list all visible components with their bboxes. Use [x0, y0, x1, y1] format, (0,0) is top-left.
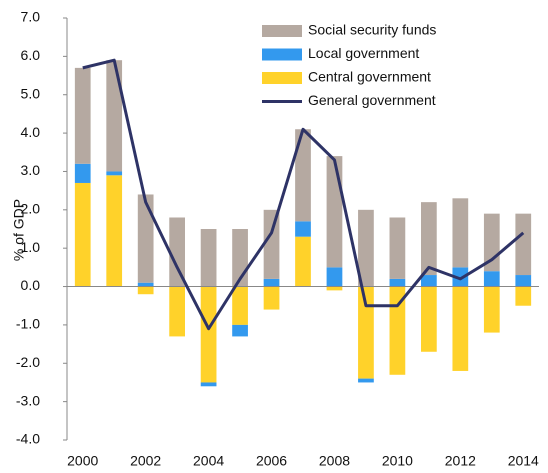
bar	[106, 175, 123, 287]
bar	[200, 229, 217, 287]
bar	[358, 286, 374, 379]
bar	[389, 217, 406, 279]
bar	[483, 286, 500, 333]
bar	[421, 202, 437, 276]
bar	[74, 163, 91, 183]
x-tick-label: 2006	[256, 453, 287, 469]
legend-swatch	[262, 72, 302, 84]
bar	[200, 382, 217, 387]
bar	[515, 275, 532, 287]
bar	[137, 286, 154, 295]
line	[82, 58, 525, 331]
y-tick-label: 2.0	[21, 201, 41, 217]
y-tick-label: 0.0	[21, 277, 41, 293]
y-tick-label: 1.0	[21, 239, 41, 255]
y-axis-label: % of GDP	[11, 199, 27, 261]
bar	[389, 278, 406, 287]
bar	[326, 267, 343, 287]
x-tick-label: 2010	[382, 453, 413, 469]
bar	[200, 286, 217, 383]
bar	[358, 209, 374, 287]
y-tick-label: -2.0	[16, 354, 40, 370]
bar	[137, 282, 154, 287]
bar	[137, 194, 154, 283]
bar	[295, 221, 311, 237]
bar	[169, 217, 185, 287]
bar	[421, 286, 437, 352]
bar	[232, 286, 248, 325]
bar	[74, 67, 91, 164]
legend-label: Central government	[308, 69, 431, 85]
bar	[295, 236, 311, 287]
bar	[263, 286, 280, 310]
bar	[358, 378, 374, 383]
y-tick-label: -4.0	[16, 431, 40, 447]
bar	[483, 271, 500, 287]
bar	[452, 286, 469, 371]
y-tick-label: -1.0	[16, 316, 40, 332]
bar	[106, 171, 123, 176]
x-tick-label: 2012	[445, 453, 476, 469]
bar	[106, 60, 123, 172]
legend-swatch	[262, 25, 302, 37]
legend-swatch	[262, 48, 302, 61]
bar	[389, 286, 406, 375]
bar	[74, 182, 91, 287]
x-tick-label: 2008	[319, 453, 350, 469]
bar	[263, 209, 280, 279]
y-tick-label: 4.0	[21, 124, 41, 140]
bar	[421, 275, 437, 287]
x-tick-label: 2004	[193, 453, 224, 469]
bar	[326, 286, 343, 291]
x-tick-label: 2000	[67, 453, 98, 469]
bar	[263, 278, 280, 287]
bar	[169, 286, 185, 337]
bar	[326, 156, 343, 268]
y-tick-label: -3.0	[16, 392, 40, 408]
bar	[515, 286, 532, 306]
y-tick-label: 3.0	[21, 162, 41, 178]
bar	[232, 324, 248, 337]
legend-label: Social security funds	[308, 22, 436, 38]
legend-label: General government	[308, 92, 436, 108]
bar	[452, 198, 469, 268]
x-tick-label: 2014	[508, 453, 539, 469]
x-tick-label: 2002	[130, 453, 161, 469]
y-tick-label: 5.0	[21, 85, 41, 101]
bar	[515, 213, 532, 276]
y-tick-label: 6.0	[21, 47, 41, 63]
bar	[295, 129, 311, 222]
y-tick-label: 7.0	[21, 9, 41, 25]
bar	[452, 267, 469, 287]
legend-label: Local government	[308, 45, 419, 61]
